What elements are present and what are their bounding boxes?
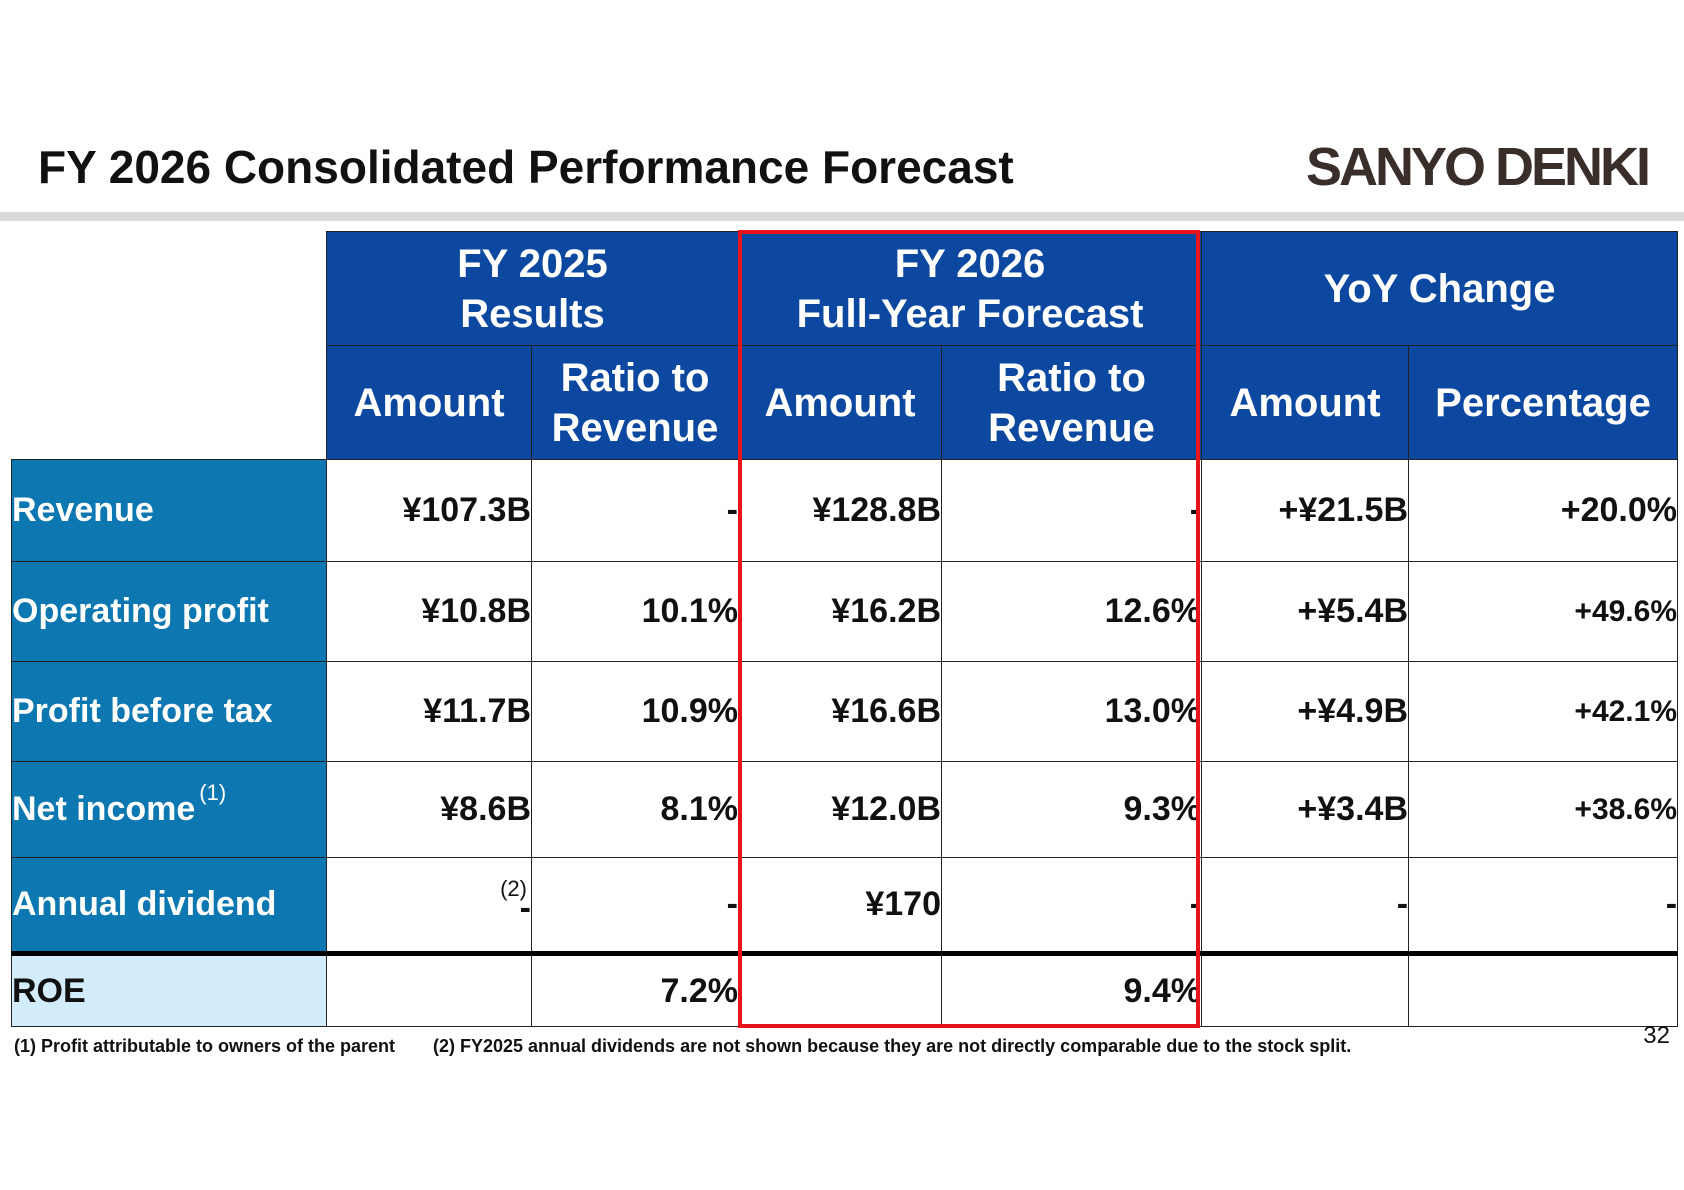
- yoy-pct-cell: [1408, 951, 1679, 1027]
- yoy-amount-cell: +¥4.9B: [1201, 661, 1410, 762]
- fy26-ratio-cell: 13.0%: [940, 661, 1203, 762]
- fy26-ratio-cell: 9.4%: [940, 951, 1203, 1027]
- subheader-fy26-amount: Amount: [738, 345, 942, 460]
- forecast-table: FY 2025 Results FY 2026 Full-Year Foreca…: [11, 231, 1679, 1027]
- fy25-ratio-cell: 8.1%: [531, 761, 739, 858]
- fy26-amount-cell: ¥128.8B: [738, 459, 942, 562]
- fy25-ratio-cell: 10.1%: [531, 561, 739, 662]
- fy26-amount-cell: ¥16.2B: [738, 561, 942, 662]
- fy26-ratio-cell: -: [940, 857, 1203, 954]
- yoy-amount-cell: +¥5.4B: [1201, 561, 1410, 662]
- fy25-amount-cell: ¥10.8B: [326, 561, 532, 662]
- table-row: Revenue ¥107.3B - ¥128.8B - +¥21.5B +20.…: [11, 459, 1679, 562]
- fy25-amount-cell: (2) -: [326, 857, 532, 954]
- yoy-pct-cell: +38.6%: [1408, 761, 1679, 858]
- footnote-marker: (1): [199, 780, 227, 805]
- fy25-ratio-cell: 7.2%: [531, 951, 739, 1027]
- table-row: Net income (1) ¥8.6B 8.1% ¥12.0B 9.3% +¥3…: [11, 761, 1679, 858]
- subheader-yoy-amount: Amount: [1201, 345, 1410, 460]
- yoy-pct-cell: -: [1408, 857, 1679, 954]
- subheader-ratio-line2: Revenue: [988, 405, 1155, 450]
- yoy-amount-cell: -: [1201, 857, 1410, 954]
- fy25-ratio-cell: 10.9%: [531, 661, 739, 762]
- group-header-fy2025-line1: FY 2025: [457, 241, 608, 286]
- fy26-amount-cell: ¥12.0B: [738, 761, 942, 858]
- group-header-yoy: YoY Change: [1201, 231, 1679, 346]
- table-row: Operating profit ¥10.8B 10.1% ¥16.2B 12.…: [11, 561, 1679, 662]
- fy26-amount-cell: [738, 951, 942, 1027]
- footnote-1: (1) Profit attributable to owners of the…: [14, 1036, 396, 1056]
- fy25-amount-value: -: [519, 889, 531, 927]
- subheader-ratio-line1: Ratio to: [560, 355, 710, 400]
- yoy-pct-cell: +20.0%: [1408, 459, 1679, 562]
- fy25-amount-cell: ¥11.7B: [326, 661, 532, 762]
- fy26-ratio-cell: 9.3%: [940, 761, 1203, 858]
- row-label: Operating profit: [11, 561, 327, 662]
- footnote-2: (2) FY2025 annual dividends are not show…: [433, 1036, 1352, 1056]
- page-number: 32: [1643, 1022, 1670, 1049]
- fy26-amount-cell: ¥170: [738, 857, 942, 954]
- fy25-ratio-cell: -: [531, 459, 739, 562]
- row-label: Revenue: [11, 459, 327, 562]
- row-label: Net income (1): [11, 761, 327, 858]
- fy26-ratio-cell: 12.6%: [940, 561, 1203, 662]
- row-label: Profit before tax: [11, 661, 327, 762]
- row-label: ROE: [11, 951, 327, 1027]
- title-divider: [0, 212, 1684, 221]
- yoy-amount-cell: +¥21.5B: [1201, 459, 1410, 562]
- subheader-yoy-percentage: Percentage: [1408, 345, 1679, 460]
- corner-blank-2: [12, 346, 327, 460]
- subheader-ratio-line1: Ratio to: [997, 355, 1146, 400]
- table-row: Annual dividend (2) - - ¥170 - - -: [11, 857, 1679, 954]
- page-title: FY 2026 Consolidated Performance Forecas…: [38, 141, 1014, 193]
- footnote-marker: (2): [500, 876, 527, 901]
- yoy-pct-cell: +42.1%: [1408, 661, 1679, 762]
- company-logo: SANYO DENKI: [1305, 137, 1651, 197]
- corner-blank: [12, 232, 327, 346]
- group-header-fy2026-line2: Full-Year Forecast: [796, 291, 1144, 336]
- table-row: Profit before tax ¥11.7B 10.9% ¥16.6B 13…: [11, 661, 1679, 762]
- group-header-fy2026-line1: FY 2026: [894, 241, 1046, 286]
- yoy-amount-cell: +¥3.4B: [1201, 761, 1410, 858]
- fy25-ratio-cell: -: [531, 857, 739, 954]
- table-row-roe: ROE 7.2% 9.4%: [11, 951, 1679, 1027]
- fy25-amount-cell: ¥8.6B: [326, 761, 532, 858]
- yoy-pct-cell: +49.6%: [1408, 561, 1679, 662]
- row-label: Annual dividend: [11, 857, 327, 954]
- fy25-amount-cell: ¥107.3B: [326, 459, 532, 562]
- subheader-fy25-ratio: Ratio to Revenue: [531, 345, 739, 460]
- group-header-fy2026: FY 2026 Full-Year Forecast: [737, 231, 1203, 346]
- yoy-amount-cell: [1201, 951, 1410, 1027]
- subheader-fy25-amount: Amount: [326, 345, 532, 460]
- fy25-amount-cell: [326, 951, 532, 1027]
- fy26-amount-cell: ¥16.6B: [738, 661, 942, 762]
- group-header-fy2025: FY 2025 Results: [326, 231, 739, 346]
- group-header-fy2025-line2: Results: [460, 291, 605, 336]
- row-label-text: Net income: [12, 790, 196, 828]
- subheader-fy26-ratio: Ratio to Revenue: [940, 345, 1203, 460]
- subheader-ratio-line2: Revenue: [551, 405, 719, 450]
- fy26-ratio-cell: -: [940, 459, 1203, 562]
